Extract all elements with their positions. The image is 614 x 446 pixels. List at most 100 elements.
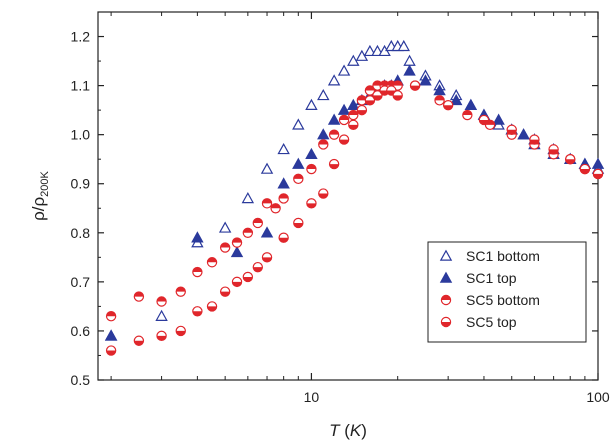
data-point bbox=[337, 103, 351, 115]
legend-marker bbox=[439, 271, 453, 283]
data-point bbox=[192, 266, 203, 278]
data-point bbox=[328, 129, 340, 140]
data-point bbox=[306, 163, 317, 175]
y-tick-label: 0.9 bbox=[71, 176, 91, 192]
legend-marker bbox=[440, 316, 452, 328]
y-tick-label: 0.6 bbox=[71, 323, 91, 339]
data-point bbox=[317, 88, 330, 101]
data-point bbox=[252, 217, 264, 229]
data-point bbox=[409, 80, 421, 91]
data-point bbox=[591, 157, 605, 169]
data-point bbox=[317, 128, 330, 140]
y-tick-label: 1.1 bbox=[71, 78, 91, 94]
x-axis: 10 100 bbox=[110, 12, 610, 405]
legend-box bbox=[427, 241, 587, 343]
data-point bbox=[506, 124, 517, 135]
y-tick-label: 1.2 bbox=[71, 29, 91, 45]
data-point bbox=[434, 95, 445, 106]
data-point bbox=[338, 134, 350, 145]
data-point bbox=[260, 226, 274, 238]
data-point bbox=[327, 74, 341, 86]
legend-label: SC5 top bbox=[466, 314, 517, 330]
data-point bbox=[442, 100, 454, 111]
data-point bbox=[261, 198, 273, 209]
y-tick-label: 0.8 bbox=[71, 225, 91, 241]
data-point bbox=[156, 296, 167, 307]
data-point bbox=[278, 232, 289, 243]
data-point bbox=[348, 119, 359, 131]
data-point bbox=[242, 271, 254, 283]
data-point bbox=[278, 193, 289, 204]
data-point bbox=[175, 325, 186, 337]
data-point bbox=[105, 311, 117, 322]
data-point bbox=[372, 90, 383, 101]
data-point bbox=[242, 227, 254, 238]
data-point bbox=[492, 113, 505, 125]
legend: SC1 bottom SC1 top SC5 bottom SC5 top bbox=[427, 241, 587, 343]
data-point bbox=[433, 84, 446, 96]
data-point bbox=[218, 221, 232, 233]
data-point bbox=[462, 109, 473, 121]
data-point bbox=[364, 85, 376, 96]
data-point bbox=[241, 192, 255, 204]
data-point bbox=[206, 257, 218, 268]
data-point bbox=[277, 177, 290, 189]
data-point bbox=[464, 98, 478, 110]
y-tick-label: 0.7 bbox=[71, 274, 91, 290]
legend-marker bbox=[439, 249, 453, 261]
data-point bbox=[517, 128, 530, 140]
legend-marker bbox=[440, 294, 452, 306]
data-point bbox=[175, 286, 186, 297]
data-point bbox=[191, 231, 204, 243]
data-point bbox=[293, 217, 304, 229]
data-point bbox=[419, 74, 432, 86]
data-point bbox=[356, 95, 368, 106]
data-point bbox=[305, 98, 318, 110]
data-point bbox=[156, 330, 167, 342]
data-point bbox=[252, 261, 264, 273]
data-point bbox=[219, 242, 231, 253]
y-tick-label: 1.0 bbox=[71, 127, 91, 143]
data-point bbox=[270, 203, 281, 214]
data-point bbox=[277, 142, 290, 155]
legend-label: SC1 bottom bbox=[466, 248, 540, 264]
legend-label: SC1 top bbox=[466, 270, 517, 286]
data-point bbox=[206, 301, 218, 312]
data-point bbox=[318, 139, 329, 150]
data-point bbox=[356, 104, 368, 116]
data-point bbox=[397, 39, 410, 52]
data-point bbox=[449, 93, 463, 106]
data-point bbox=[372, 80, 383, 91]
y-axis-label: ρ/ρ200K bbox=[29, 170, 51, 220]
data-point bbox=[192, 306, 203, 317]
data-point bbox=[293, 173, 304, 185]
data-point bbox=[579, 163, 591, 175]
data-point bbox=[592, 168, 604, 180]
data-point bbox=[403, 64, 416, 76]
data-point bbox=[363, 44, 377, 57]
data-point bbox=[478, 114, 490, 126]
data-point bbox=[337, 64, 351, 76]
data-point bbox=[292, 118, 305, 130]
data-point bbox=[565, 153, 576, 165]
data-point bbox=[261, 252, 273, 263]
data-point bbox=[348, 109, 359, 121]
data-point bbox=[529, 134, 540, 145]
series-sc5-top bbox=[105, 80, 604, 356]
data-point bbox=[364, 95, 376, 106]
data-point bbox=[231, 237, 243, 248]
y-tick-label: 0.5 bbox=[71, 372, 91, 388]
y-axis: 0.5 0.6 0.7 0.8 0.9 1.0 1.1 1.2 bbox=[71, 29, 598, 388]
data-point bbox=[230, 245, 244, 258]
data-point bbox=[338, 114, 350, 126]
data-point bbox=[105, 345, 117, 356]
data-point bbox=[328, 158, 340, 170]
data-point bbox=[305, 147, 318, 160]
data-points bbox=[104, 39, 605, 356]
data-point bbox=[155, 309, 168, 321]
data-point bbox=[327, 113, 341, 125]
x-axis-label: T (K) bbox=[329, 421, 367, 440]
data-point bbox=[133, 335, 145, 346]
data-point bbox=[231, 276, 243, 288]
